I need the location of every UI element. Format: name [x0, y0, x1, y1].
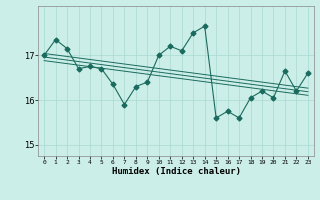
X-axis label: Humidex (Indice chaleur): Humidex (Indice chaleur) — [111, 167, 241, 176]
